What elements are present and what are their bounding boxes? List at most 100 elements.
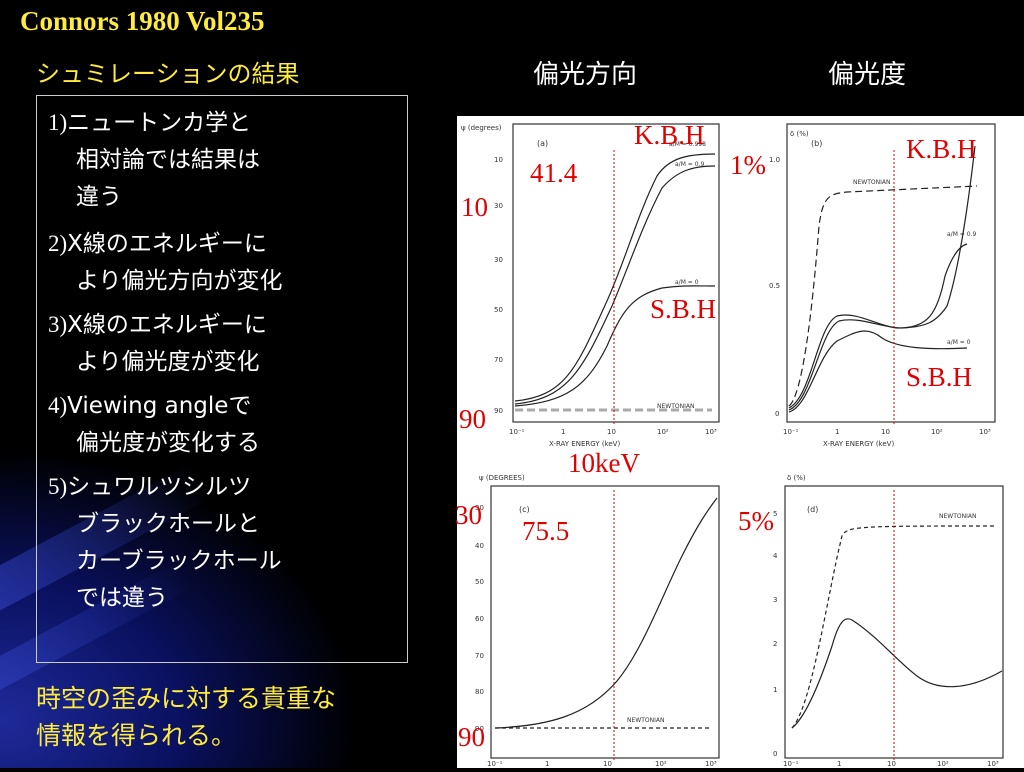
figure-d-xtick: 10⁻¹ [783,760,799,768]
annotation-tick: 90 [458,722,485,752]
figure-c-xtick: 10² [655,760,667,768]
annotation-percent: 1% [730,150,766,180]
annotation-energy: 10keV [568,448,640,478]
annotation-percent: 5% [738,506,774,536]
figure-d-ylabel: δ (%) [787,474,806,482]
figure-b-xtick: 10 [881,428,890,436]
point-text: より偏光度が変化 [76,349,260,375]
figure-c-ytick: 90 [475,725,484,733]
figure-c-xtick: 10³ [705,760,717,768]
point-2: 2)X線のエネルギーに より偏光方向が変化 [48,225,283,300]
figure-b-panel: (b) [811,139,822,148]
figure-b-ylabel: δ (%) [790,130,809,138]
annotation-tick: 90 [459,404,486,434]
figure-d-label: NEWTONIAN [939,513,976,520]
figure-b-curve [788,330,968,413]
figure-d-xtick: 10 [887,760,896,768]
point-text: シュワルツシルツ [67,474,252,500]
summary-line: 情報を得られる。 [36,721,237,750]
figure-b-label: NEWTONIAN [853,179,890,186]
point-text: では違う [76,585,168,611]
figure-b-label: a/M = 0 [947,339,971,346]
figure-b-ytick: 0 [775,410,779,418]
annotation-tick: 10 [461,192,488,222]
point-text: ブラックホールと [76,511,260,537]
figure-c-ytick: 70 [475,652,484,660]
point-text: より偏光方向が変化 [76,268,283,294]
figure-d-ytick: 1 [773,686,777,694]
point-1: 1)ニュートンカ学と 相対論では結果は 違う [48,104,260,216]
point-3: 3)X線のエネルギーに より偏光度が変化 [48,306,267,381]
figure-a-ytick: 70 [494,356,503,364]
figure-c-label: NEWTONIAN [627,717,664,724]
figure-a-ytick: 90 [494,407,503,415]
figure-c: ψ (DEGREES) (c) 30 40 50 60 70 80 90 10⁻… [475,474,720,768]
figure-c-xtick: 10 [603,760,612,768]
annotation-value: 75.5 [522,516,570,546]
figure-b-newtonian-curve [788,185,978,407]
figure-a-curve [514,285,716,407]
figure-a-curve [514,165,716,405]
figure-a-xtick: 10 [607,428,616,436]
figure-a-panel: (a) [537,139,548,148]
point-number: 4) [48,393,68,418]
figure-c-xtick: 1 [545,760,549,768]
figure-panel: ψ (degrees) (a) 10 30 30 50 70 90 10⁻¹ 1… [457,116,1024,768]
figure-d-ytick: 3 [773,596,777,604]
figure-c-ytick: 50 [475,578,484,586]
figure-a-ytick: 30 [494,202,503,210]
figure-c-ylabel: ψ (DEGREES) [479,474,525,482]
slide-subtitle: シュミレーションの結果 [36,60,300,88]
figure-a-label: a/M = 0.9 [675,161,704,168]
figure-c-xtick: 10⁻¹ [487,760,503,768]
figure-b-xtick: 10⁻¹ [783,428,799,436]
figure-d-xtick: 1 [837,760,841,768]
figure-a-xtick: 10³ [705,428,717,436]
slide-title: Connors 1980 Vol235 [20,6,265,36]
figure-a-ytick: 10 [494,156,503,164]
figure-a-ytick: 50 [494,306,503,314]
point-text: X線のエネルギーに [67,231,267,257]
annotation-tick: 30 [455,500,482,530]
point-5: 5)シュワルツシルツ ブラックホールと カーブラックホール では違う [48,468,282,617]
annotation-sbh: S.B.H [906,362,973,392]
figure-a-ylabel: ψ (degrees) [461,124,502,132]
figure-d-curve [791,618,1003,729]
figure-b: δ (%) (b) 1.0 0.5 0 10⁻¹ 1 10 10² 10³ X-… [769,123,996,448]
header-polarization-degree: 偏光度 [828,60,907,90]
figure-b-xtick: 10² [931,428,943,436]
figure-a-label: a/M = 0 [675,279,699,286]
point-text: Viewing angleで [67,393,252,419]
figure-b-xlabel: X-RAY ENERGY (keV) [823,440,894,448]
figure-d-panel: (d) [807,505,818,514]
figure-d-ytick: 2 [773,640,777,648]
point-text: 相対論では結果は [76,147,260,173]
annotation-sbh: S.B.H [650,294,717,324]
points-box [36,95,408,663]
figure-b-curve [788,243,968,411]
point-text: カーブラックホール [76,548,282,574]
figure-a-ytick: 30 [494,256,503,264]
figure-d-ytick: 0 [773,750,777,758]
figure-d-xtick: 10³ [987,760,999,768]
figure-a-xtick: 10⁻¹ [509,428,525,436]
annotation-kbh: K.B.H [906,134,977,164]
figure-a-curve [514,153,716,402]
summary: 時空の歪みに対する貴重な 情報を得られる。 [36,680,336,754]
point-text: ニュートンカ学と [67,110,252,136]
figure-a-xtick: 10² [657,428,669,436]
figure-d-xtick: 10² [937,760,949,768]
point-text: 違う [76,184,122,210]
point-4: 4)Viewing angleで 偏光度が変化する [48,387,260,462]
figure-c-ytick: 80 [475,688,484,696]
figure-svg: ψ (degrees) (a) 10 30 30 50 70 90 10⁻¹ 1… [461,123,1004,768]
point-number: 5) [48,474,68,499]
figure-b-ytick: 0.5 [769,282,780,290]
figure-d-ytick: 4 [773,552,778,560]
point-text: 偏光度が変化する [76,430,260,456]
annotation-value: 41.4 [530,158,578,188]
figure-c-curve [494,497,718,729]
point-number: 1) [48,110,68,135]
figure-a-label: a/M = 0.998 [669,141,706,148]
